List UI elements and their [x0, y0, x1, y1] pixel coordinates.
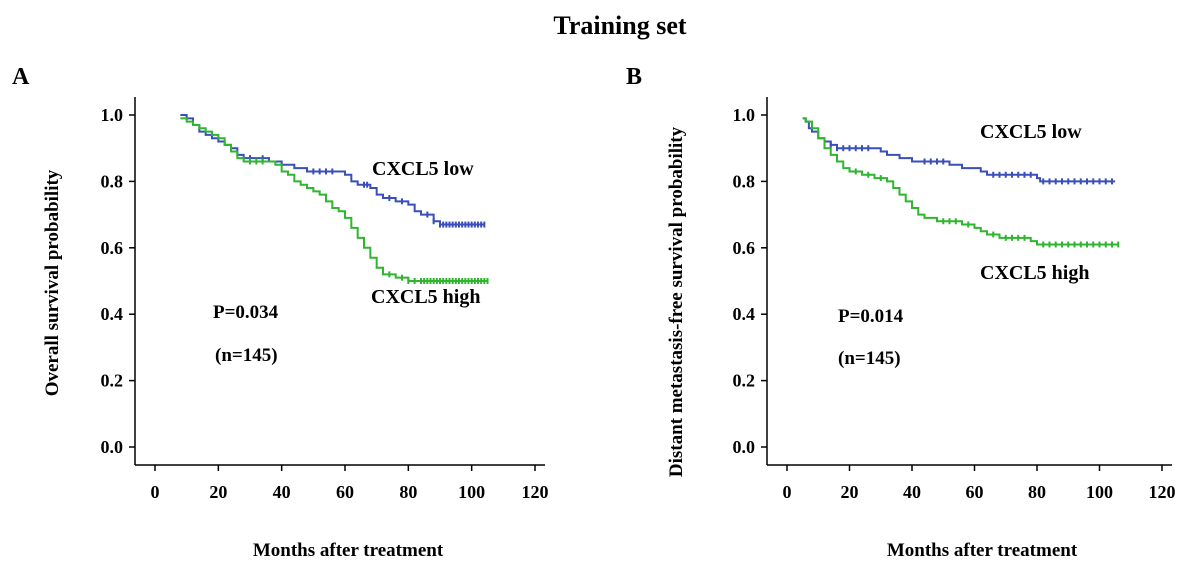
series-label-high: CXCL5 high	[371, 286, 480, 308]
y-tick-label: 0.2	[101, 371, 124, 391]
x-tick-label: 40	[903, 482, 921, 502]
sample-size-annotation: (n=145)	[838, 348, 901, 369]
y-tick-label: 0.6	[733, 238, 756, 258]
y-axis-label: Overall survival probability	[42, 169, 63, 396]
y-tick-label: 0.4	[733, 304, 756, 324]
panel-b-metastasis-free-chart: B 0.0 0.2 0.4 0.6 0.8 1.0 0 20 40 60 80 100 120 Months…	[626, 64, 1176, 561]
x-tick-label: 60	[336, 482, 354, 502]
p-value-annotation: P=0.014	[838, 306, 904, 327]
panel-label: B	[626, 64, 642, 90]
p-value-annotation: P=0.034	[213, 302, 279, 323]
series-label-low: CXCL5 low	[372, 158, 474, 180]
series-line-low	[802, 117, 1116, 183]
y-tick-label: 0.2	[733, 371, 756, 391]
panel-label: A	[12, 64, 30, 90]
y-tick-label: 0.0	[101, 437, 124, 457]
series-label-low: CXCL5 low	[980, 121, 1082, 143]
y-axis-label: Distant metastasis-free survival probabi…	[666, 126, 687, 477]
x-axis-label: Months after treatment	[253, 540, 444, 561]
x-tick-label: 100	[458, 482, 485, 502]
sample-size-annotation: (n=145)	[215, 345, 278, 366]
x-tick-label: 100	[1086, 482, 1113, 502]
x-tick-label: 20	[841, 482, 859, 502]
x-tick-label: 120	[522, 482, 549, 502]
y-tick-label: 0.0	[733, 437, 756, 457]
figure-title: Training set	[553, 11, 686, 40]
x-tick-label: 80	[1028, 482, 1046, 502]
x-tick-label: 80	[399, 482, 417, 502]
x-tick-label: 120	[1149, 482, 1176, 502]
y-tick-label: 1.0	[101, 105, 124, 125]
y-tick-label: 0.4	[101, 304, 124, 324]
x-tick-label: 40	[273, 482, 291, 502]
x-tick-label: 0	[783, 482, 792, 502]
series-line-low	[180, 114, 485, 226]
x-tick-label: 60	[966, 482, 984, 502]
x-tick-label: 0	[151, 482, 160, 502]
x-tick-label: 20	[209, 482, 227, 502]
panel-a-survival-chart: A 0.0 0.2 0.4 0.6 0.8 1.0 0 20 40 60 80 100 120 Months…	[12, 64, 549, 561]
y-tick-label: 0.8	[733, 171, 756, 191]
y-tick-label: 1.0	[733, 105, 756, 125]
y-tick-label: 0.8	[101, 171, 124, 191]
x-axis-label: Months after treatment	[887, 540, 1078, 561]
series-label-high: CXCL5 high	[980, 262, 1089, 284]
series-line-high	[180, 117, 488, 282]
series-line-high	[802, 117, 1119, 246]
y-tick-label: 0.6	[101, 238, 124, 258]
